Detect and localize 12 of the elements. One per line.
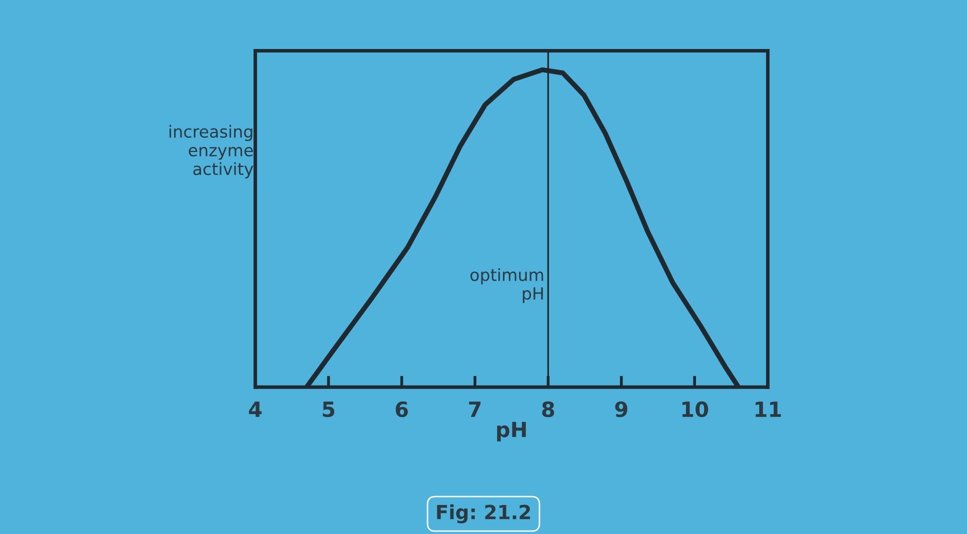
- ref-line-label: optimum pH: [470, 268, 544, 303]
- text: Fig: 21.2: [437, 504, 530, 524]
- x-tick-label: 9: [615, 401, 628, 418]
- x-tick-label: 5: [322, 402, 334, 418]
- x-tick-label: 11: [756, 402, 781, 417]
- x-tick-label: 7: [469, 402, 481, 417]
- y-axis-title: increasing enzyme activity: [170, 124, 254, 178]
- x-tick-label: 6: [396, 401, 408, 418]
- x-tick-label: 8: [542, 401, 554, 418]
- x-tick-label: 10: [682, 401, 708, 418]
- x-tick-label: 4: [248, 402, 262, 417]
- x-axis-title: pH: [497, 422, 526, 442]
